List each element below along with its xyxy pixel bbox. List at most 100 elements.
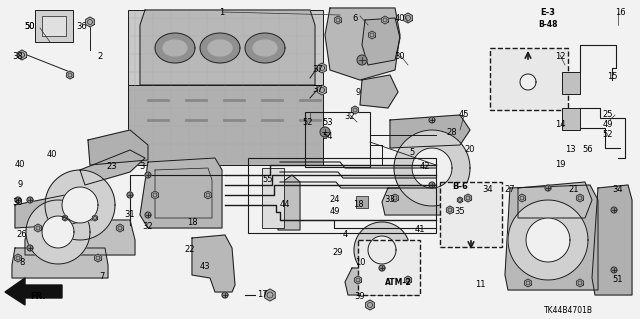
Text: 18: 18: [353, 200, 364, 209]
Text: 10: 10: [355, 258, 365, 267]
Polygon shape: [208, 40, 232, 56]
Text: 49: 49: [603, 120, 613, 129]
Polygon shape: [381, 16, 388, 24]
Text: 2: 2: [97, 52, 102, 61]
Text: 55: 55: [263, 175, 273, 184]
Polygon shape: [360, 75, 398, 108]
Text: 9: 9: [355, 88, 360, 97]
Bar: [562, 72, 580, 94]
Polygon shape: [526, 218, 570, 262]
Polygon shape: [592, 185, 632, 295]
Text: 30: 30: [13, 198, 23, 207]
Polygon shape: [80, 150, 145, 185]
Bar: [305, 112, 370, 167]
Text: 32: 32: [345, 112, 355, 121]
Polygon shape: [508, 200, 588, 280]
Polygon shape: [429, 117, 435, 123]
Text: 19: 19: [555, 160, 565, 169]
Text: 14: 14: [555, 120, 565, 129]
Polygon shape: [351, 106, 358, 114]
Polygon shape: [520, 74, 536, 90]
Text: 53: 53: [323, 118, 333, 127]
Polygon shape: [163, 40, 187, 56]
Text: 27: 27: [505, 185, 515, 194]
Polygon shape: [15, 254, 22, 262]
Polygon shape: [62, 187, 98, 223]
Polygon shape: [412, 148, 452, 188]
Text: TK44B4701B: TK44B4701B: [543, 306, 593, 315]
Text: 20: 20: [465, 145, 476, 154]
Polygon shape: [325, 8, 400, 80]
Polygon shape: [222, 292, 228, 298]
Polygon shape: [317, 63, 326, 73]
Text: 42: 42: [420, 162, 430, 171]
Polygon shape: [505, 185, 598, 290]
Polygon shape: [404, 13, 412, 23]
Polygon shape: [200, 33, 240, 63]
Polygon shape: [465, 194, 472, 202]
Polygon shape: [369, 31, 376, 39]
Text: 50: 50: [25, 22, 35, 31]
Text: 16: 16: [614, 8, 625, 17]
Polygon shape: [365, 300, 374, 310]
Polygon shape: [245, 33, 285, 63]
Polygon shape: [42, 216, 74, 248]
Text: 21: 21: [569, 185, 579, 194]
Text: 7: 7: [99, 272, 105, 281]
Polygon shape: [88, 130, 148, 165]
Polygon shape: [335, 16, 342, 24]
Text: 12: 12: [555, 52, 565, 61]
Text: 37: 37: [312, 65, 323, 74]
Bar: [128, 85, 323, 165]
Polygon shape: [355, 276, 362, 284]
Text: 34: 34: [483, 185, 493, 194]
Text: B-48: B-48: [538, 20, 557, 29]
Text: 52: 52: [303, 118, 313, 127]
Text: 51: 51: [612, 275, 623, 284]
Polygon shape: [45, 170, 115, 240]
Text: 44: 44: [280, 200, 291, 209]
Polygon shape: [611, 207, 617, 213]
Bar: [262, 168, 284, 228]
Bar: [440, 182, 502, 247]
Bar: [562, 108, 580, 130]
Text: 33: 33: [385, 195, 396, 204]
Text: FR.: FR.: [30, 292, 45, 301]
Bar: [358, 240, 420, 295]
Polygon shape: [518, 194, 525, 202]
Text: E-3: E-3: [541, 8, 556, 17]
Polygon shape: [140, 158, 222, 228]
Text: 5: 5: [410, 148, 415, 157]
Text: 38: 38: [13, 52, 24, 61]
Bar: [42, 16, 66, 36]
Polygon shape: [518, 182, 592, 218]
Polygon shape: [140, 10, 315, 85]
Polygon shape: [15, 195, 92, 228]
Polygon shape: [92, 215, 97, 221]
Polygon shape: [25, 220, 135, 255]
Text: 36: 36: [77, 22, 88, 31]
Text: 13: 13: [564, 145, 575, 154]
Text: 29: 29: [333, 248, 343, 257]
Polygon shape: [368, 236, 396, 264]
Polygon shape: [116, 224, 124, 232]
Polygon shape: [382, 188, 478, 215]
Text: 45: 45: [459, 110, 469, 119]
Polygon shape: [15, 197, 21, 203]
Bar: [248, 158, 436, 233]
Text: 22: 22: [185, 245, 195, 254]
Text: 35: 35: [454, 207, 465, 216]
Text: 41: 41: [415, 225, 425, 234]
Polygon shape: [357, 55, 367, 65]
Text: 40: 40: [15, 160, 25, 169]
Polygon shape: [27, 245, 33, 251]
Text: 50: 50: [25, 22, 35, 31]
Text: 28: 28: [447, 128, 458, 137]
Polygon shape: [320, 127, 330, 137]
Polygon shape: [429, 182, 435, 188]
Polygon shape: [611, 267, 617, 273]
Polygon shape: [577, 194, 584, 202]
Text: 30: 30: [395, 52, 405, 61]
Polygon shape: [265, 289, 275, 301]
Polygon shape: [12, 248, 108, 278]
